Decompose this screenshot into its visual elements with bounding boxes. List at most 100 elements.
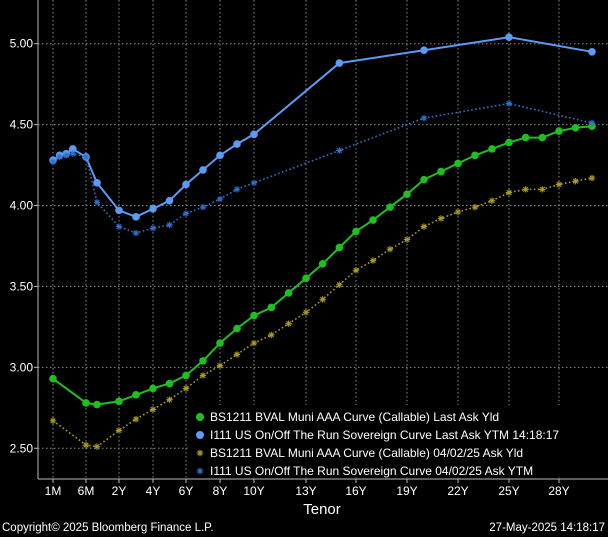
y-tick-label: 5.00 <box>10 37 34 51</box>
legend: BS1211 BVAL Muni AAA Curve (Callable) La… <box>188 405 608 478</box>
series-point <box>521 133 530 142</box>
legend-label: BS1211 BVAL Muni AAA Curve (Callable) La… <box>210 410 499 424</box>
x-tick-label: 28Y <box>548 484 569 498</box>
series-point <box>149 204 157 213</box>
x-tick-label: 25Y <box>498 484 519 498</box>
series-point <box>199 357 207 365</box>
series-star-point <box>149 406 157 413</box>
series-point <box>233 324 241 333</box>
series-star-point <box>352 267 360 274</box>
series-star-point <box>199 372 207 379</box>
y-tick-label: 3.00 <box>10 360 34 374</box>
series-point <box>182 371 190 380</box>
series-point <box>420 46 428 54</box>
x-tick-label: 13Y <box>295 484 316 498</box>
series-point <box>335 59 344 67</box>
series-star-point <box>49 158 57 166</box>
series-star-point <box>233 186 241 193</box>
series-point <box>505 33 513 42</box>
y-tick-label: 4.50 <box>10 118 34 132</box>
x-tick-label: 1M <box>45 484 62 498</box>
series-point <box>115 397 123 406</box>
y-tick-label: 3.50 <box>10 279 34 293</box>
series-star-point <box>250 179 258 187</box>
series-star-point <box>250 339 258 347</box>
x-axis: 1M 6M 2Y 4Y 6Y 8Y 10Y 13Y 16Y 19Y 22Y 25Y 28Y <box>45 479 570 498</box>
legend-item: I111 US On/Off The Run Sovereign Curve L… <box>196 428 559 442</box>
series-star-point <box>336 147 343 154</box>
series-star-point <box>319 296 326 303</box>
series-point <box>588 47 596 56</box>
series-point <box>505 138 513 147</box>
series-point <box>199 166 207 174</box>
series-point <box>571 124 580 132</box>
series-star-point <box>403 236 411 243</box>
legend-background <box>188 405 608 477</box>
copyright-text: Copyright© 2025 Bloomberg Finance L.P. <box>2 522 214 534</box>
legend-swatch <box>196 449 204 457</box>
series-point <box>403 190 411 198</box>
x-axis-title: Tenor <box>303 501 341 518</box>
legend-label: I111 US On/Off The Run Sovereign Curve L… <box>210 428 559 442</box>
series-point <box>82 399 90 407</box>
series-point <box>49 374 57 383</box>
series-star-point <box>166 221 173 229</box>
series-star-point <box>336 281 343 289</box>
series-point <box>267 303 276 312</box>
series-point <box>165 196 174 205</box>
series-point <box>216 339 224 347</box>
series-point <box>284 289 293 297</box>
series-point <box>216 151 224 160</box>
series-star-point <box>115 427 123 434</box>
series-star-point <box>555 181 563 188</box>
series-star-point <box>505 189 513 196</box>
series-star-point <box>572 178 579 185</box>
y-tick-label: 4.00 <box>10 199 34 213</box>
series-star-point <box>386 246 394 253</box>
series-point <box>555 127 563 135</box>
x-tick-label: 22Y <box>447 484 468 498</box>
series-1 <box>49 122 596 409</box>
series-point <box>369 216 377 224</box>
series-point <box>454 159 462 168</box>
series-star-point <box>56 153 63 161</box>
series-star-point <box>82 441 90 449</box>
series-star-point <box>182 385 190 392</box>
series-point <box>488 145 496 153</box>
series-star-point <box>539 186 546 193</box>
series-star-point <box>166 396 173 403</box>
x-tick-label: 10Y <box>243 484 264 498</box>
x-tick-label: 4Y <box>146 484 161 498</box>
y-axis: 2.50 3.00 3.50 4.00 4.50 5.00 <box>10 37 38 455</box>
series-point <box>182 180 190 189</box>
series-star-point <box>488 197 496 204</box>
series-point <box>250 311 258 320</box>
series-point <box>352 227 360 236</box>
series-point <box>93 400 101 409</box>
legend-label: BS1211 BVAL Muni AAA Curve (Callable) 04… <box>210 446 523 460</box>
series-2 <box>49 33 596 221</box>
series-star-point <box>182 210 190 217</box>
series-star-point <box>216 195 224 203</box>
series-point <box>149 384 157 393</box>
series-star-point <box>216 362 224 369</box>
series-star-point <box>115 223 123 230</box>
timestamp-text: 27-May-2025 14:18:17 <box>489 522 605 534</box>
series-star-point <box>233 351 241 358</box>
series-star-point <box>471 203 479 211</box>
series-star-point <box>588 119 596 127</box>
series-point <box>318 259 327 268</box>
series-star-point <box>454 208 462 216</box>
y-tick-label: 2.50 <box>10 441 34 455</box>
legend-item: BS1211 BVAL Muni AAA Curve (Callable) 04… <box>196 446 523 460</box>
series-point <box>302 274 310 283</box>
series-star-point <box>82 153 90 161</box>
series-point <box>471 151 479 160</box>
series-star-point <box>522 186 529 193</box>
x-tick-label: 8Y <box>213 484 228 498</box>
series-point <box>93 179 101 187</box>
series-star-point <box>420 114 428 122</box>
legend-label: I111 US On/Off The Run Sovereign Curve 0… <box>210 464 533 478</box>
legend-swatch <box>196 467 204 475</box>
